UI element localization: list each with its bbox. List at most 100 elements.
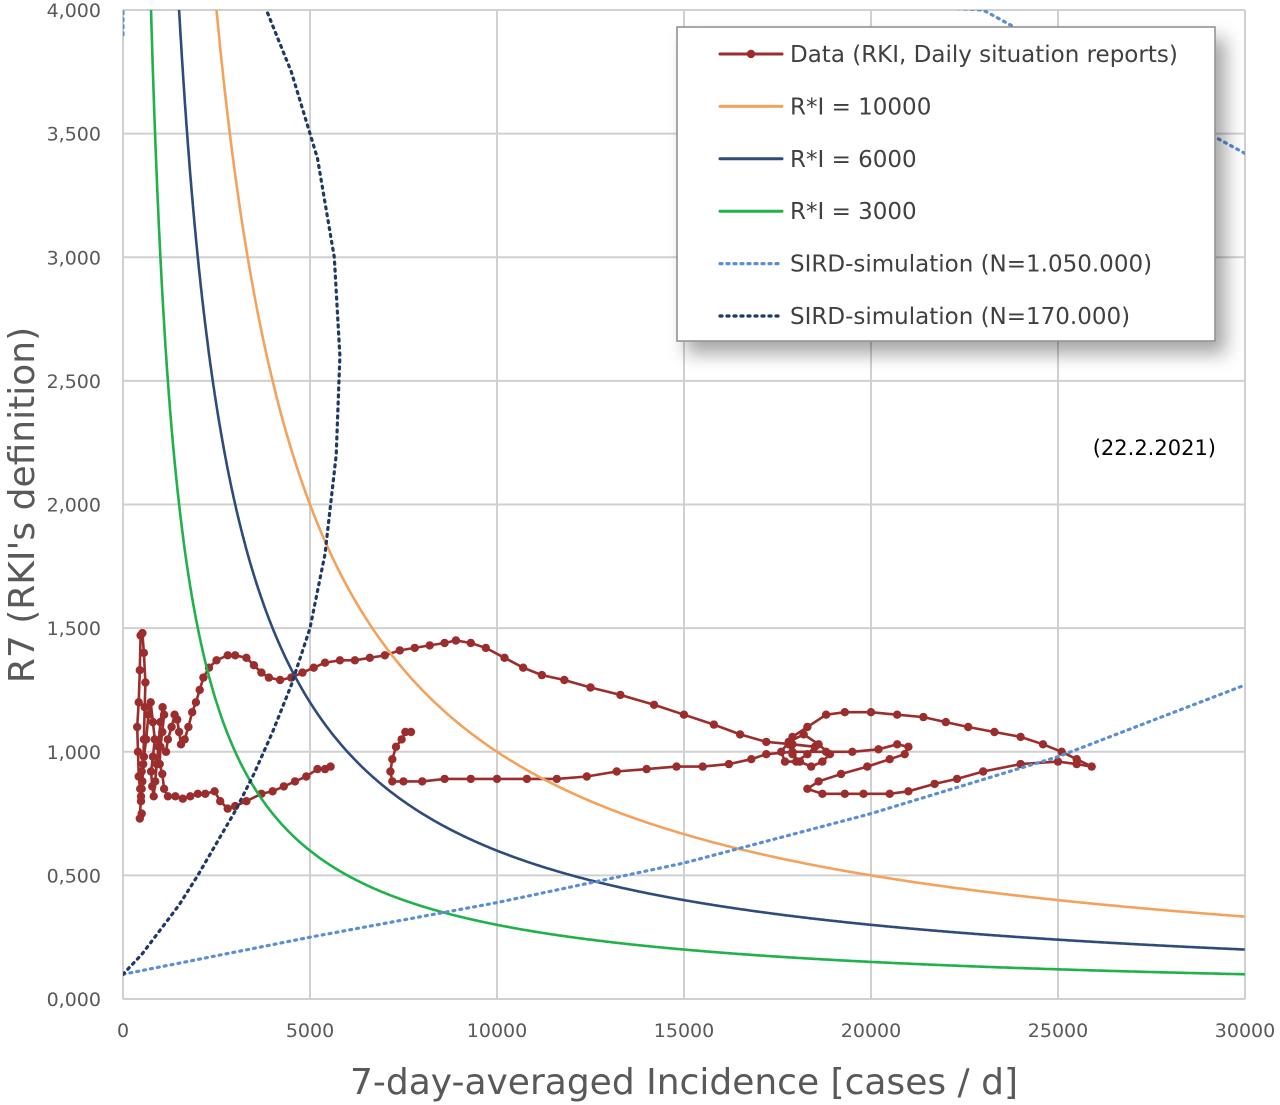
- series-0-point: [178, 794, 187, 803]
- series-1-point: [952, 774, 962, 784]
- series-0-point: [171, 792, 180, 801]
- x-tick-label: 20000: [841, 1020, 901, 1042]
- series-1-point: [406, 727, 416, 737]
- series-0-point: [138, 628, 147, 638]
- series-1-point: [874, 745, 883, 754]
- series-1-point: [298, 668, 307, 677]
- series-1-point: [814, 777, 823, 786]
- series-0-point: [158, 727, 167, 737]
- series-1-point: [795, 757, 805, 766]
- series-1-point: [184, 722, 193, 732]
- series-1-point: [161, 747, 171, 756]
- series-0-point: [144, 710, 153, 719]
- series-0-point: [134, 698, 143, 707]
- series-1-point: [582, 772, 591, 781]
- series-1-point: [930, 779, 939, 789]
- series-0-point: [159, 784, 169, 793]
- series-0-point: [141, 678, 150, 687]
- series-1-point: [249, 661, 259, 670]
- series-1-point: [612, 767, 621, 776]
- series-0-point: [148, 752, 158, 761]
- series-1-point: [451, 636, 461, 645]
- series-0-point: [163, 792, 173, 801]
- series-1-point: [275, 675, 285, 685]
- series-0-point: [133, 747, 143, 756]
- date-annotation: (22.2.2021): [1093, 436, 1216, 460]
- series-0-point: [279, 782, 288, 791]
- series-1-point: [866, 708, 876, 717]
- x-tick-label: 10000: [467, 1020, 527, 1042]
- series-1-point: [777, 747, 786, 756]
- series-1-point: [231, 651, 240, 660]
- series-1-point: [904, 742, 913, 751]
- x-axis-title: 7-day-averaged Incidence [cases / d]: [350, 1062, 1018, 1103]
- series-1-point: [167, 722, 176, 732]
- series-6-line: [123, 10, 342, 976]
- series-1-point: [747, 755, 756, 764]
- y-axis-title: R7 (RKI's definition): [2, 327, 43, 683]
- y-tick-label: 0,500: [47, 865, 101, 887]
- series-1-point: [388, 777, 397, 786]
- series-1-point: [380, 651, 389, 660]
- series-1-point: [649, 700, 659, 709]
- series-0-point: [156, 742, 165, 751]
- series-1-point: [257, 668, 266, 677]
- series-0-point: [155, 759, 164, 769]
- legend-box: [676, 26, 1216, 342]
- series-3-curve: [177, 10, 1245, 951]
- series-1-point: [391, 742, 401, 751]
- series-0-point: [186, 792, 195, 801]
- series-1-point: [885, 789, 894, 798]
- series-0-point: [150, 735, 159, 744]
- series-0-point: [326, 762, 335, 771]
- series-1-point: [188, 708, 197, 717]
- series-1-point: [440, 774, 449, 784]
- series-1-point: [418, 777, 427, 786]
- legend-label: R*I = 6000: [790, 147, 917, 173]
- series-1-point: [893, 710, 902, 719]
- series-4-curve: [149, 10, 1245, 976]
- series-0-point: [151, 777, 160, 786]
- series-2-curve: [215, 10, 1245, 918]
- series-1-point: [350, 656, 360, 665]
- series-1-point: [803, 750, 812, 759]
- plot-area: [123, 10, 1245, 976]
- series-1-point: [242, 653, 251, 662]
- series-1-point: [395, 646, 404, 655]
- series-0-point: [302, 772, 311, 781]
- series-1-point: [481, 643, 490, 653]
- series-1-line: [164, 639, 1093, 796]
- series-1-point: [195, 685, 204, 695]
- series-0-point: [133, 722, 142, 732]
- series-1-point: [1016, 732, 1025, 742]
- series-1-point: [814, 740, 823, 749]
- series-1-point: [223, 651, 232, 660]
- series-1-point: [397, 735, 406, 744]
- x-tick-label: 25000: [1028, 1020, 1088, 1042]
- series-0-point: [242, 797, 251, 806]
- legend-label: R*I = 3000: [790, 199, 917, 225]
- series-0-point: [146, 698, 155, 707]
- series-0-point: [139, 759, 148, 769]
- series-0-point: [268, 787, 277, 796]
- series-1-point: [616, 690, 625, 700]
- series-1-point: [466, 774, 475, 784]
- legend-label: SIRD-simulation (N=170.000): [790, 304, 1130, 330]
- series-1-point: [788, 747, 797, 756]
- series-1-point: [904, 787, 913, 796]
- series-1-point: [180, 735, 189, 744]
- series-1-point: [212, 656, 221, 665]
- series-0-point: [193, 789, 202, 798]
- series-1-point: [979, 767, 988, 776]
- series-0-point: [313, 764, 322, 774]
- series-1-point: [388, 755, 397, 764]
- series-1-point: [174, 727, 184, 737]
- series-1-point: [762, 737, 771, 747]
- series-1-point: [724, 759, 734, 769]
- series-1-point: [560, 675, 569, 685]
- series-1-point: [821, 710, 831, 719]
- series-5-line: [123, 683, 1245, 976]
- series-0-point: [159, 710, 169, 719]
